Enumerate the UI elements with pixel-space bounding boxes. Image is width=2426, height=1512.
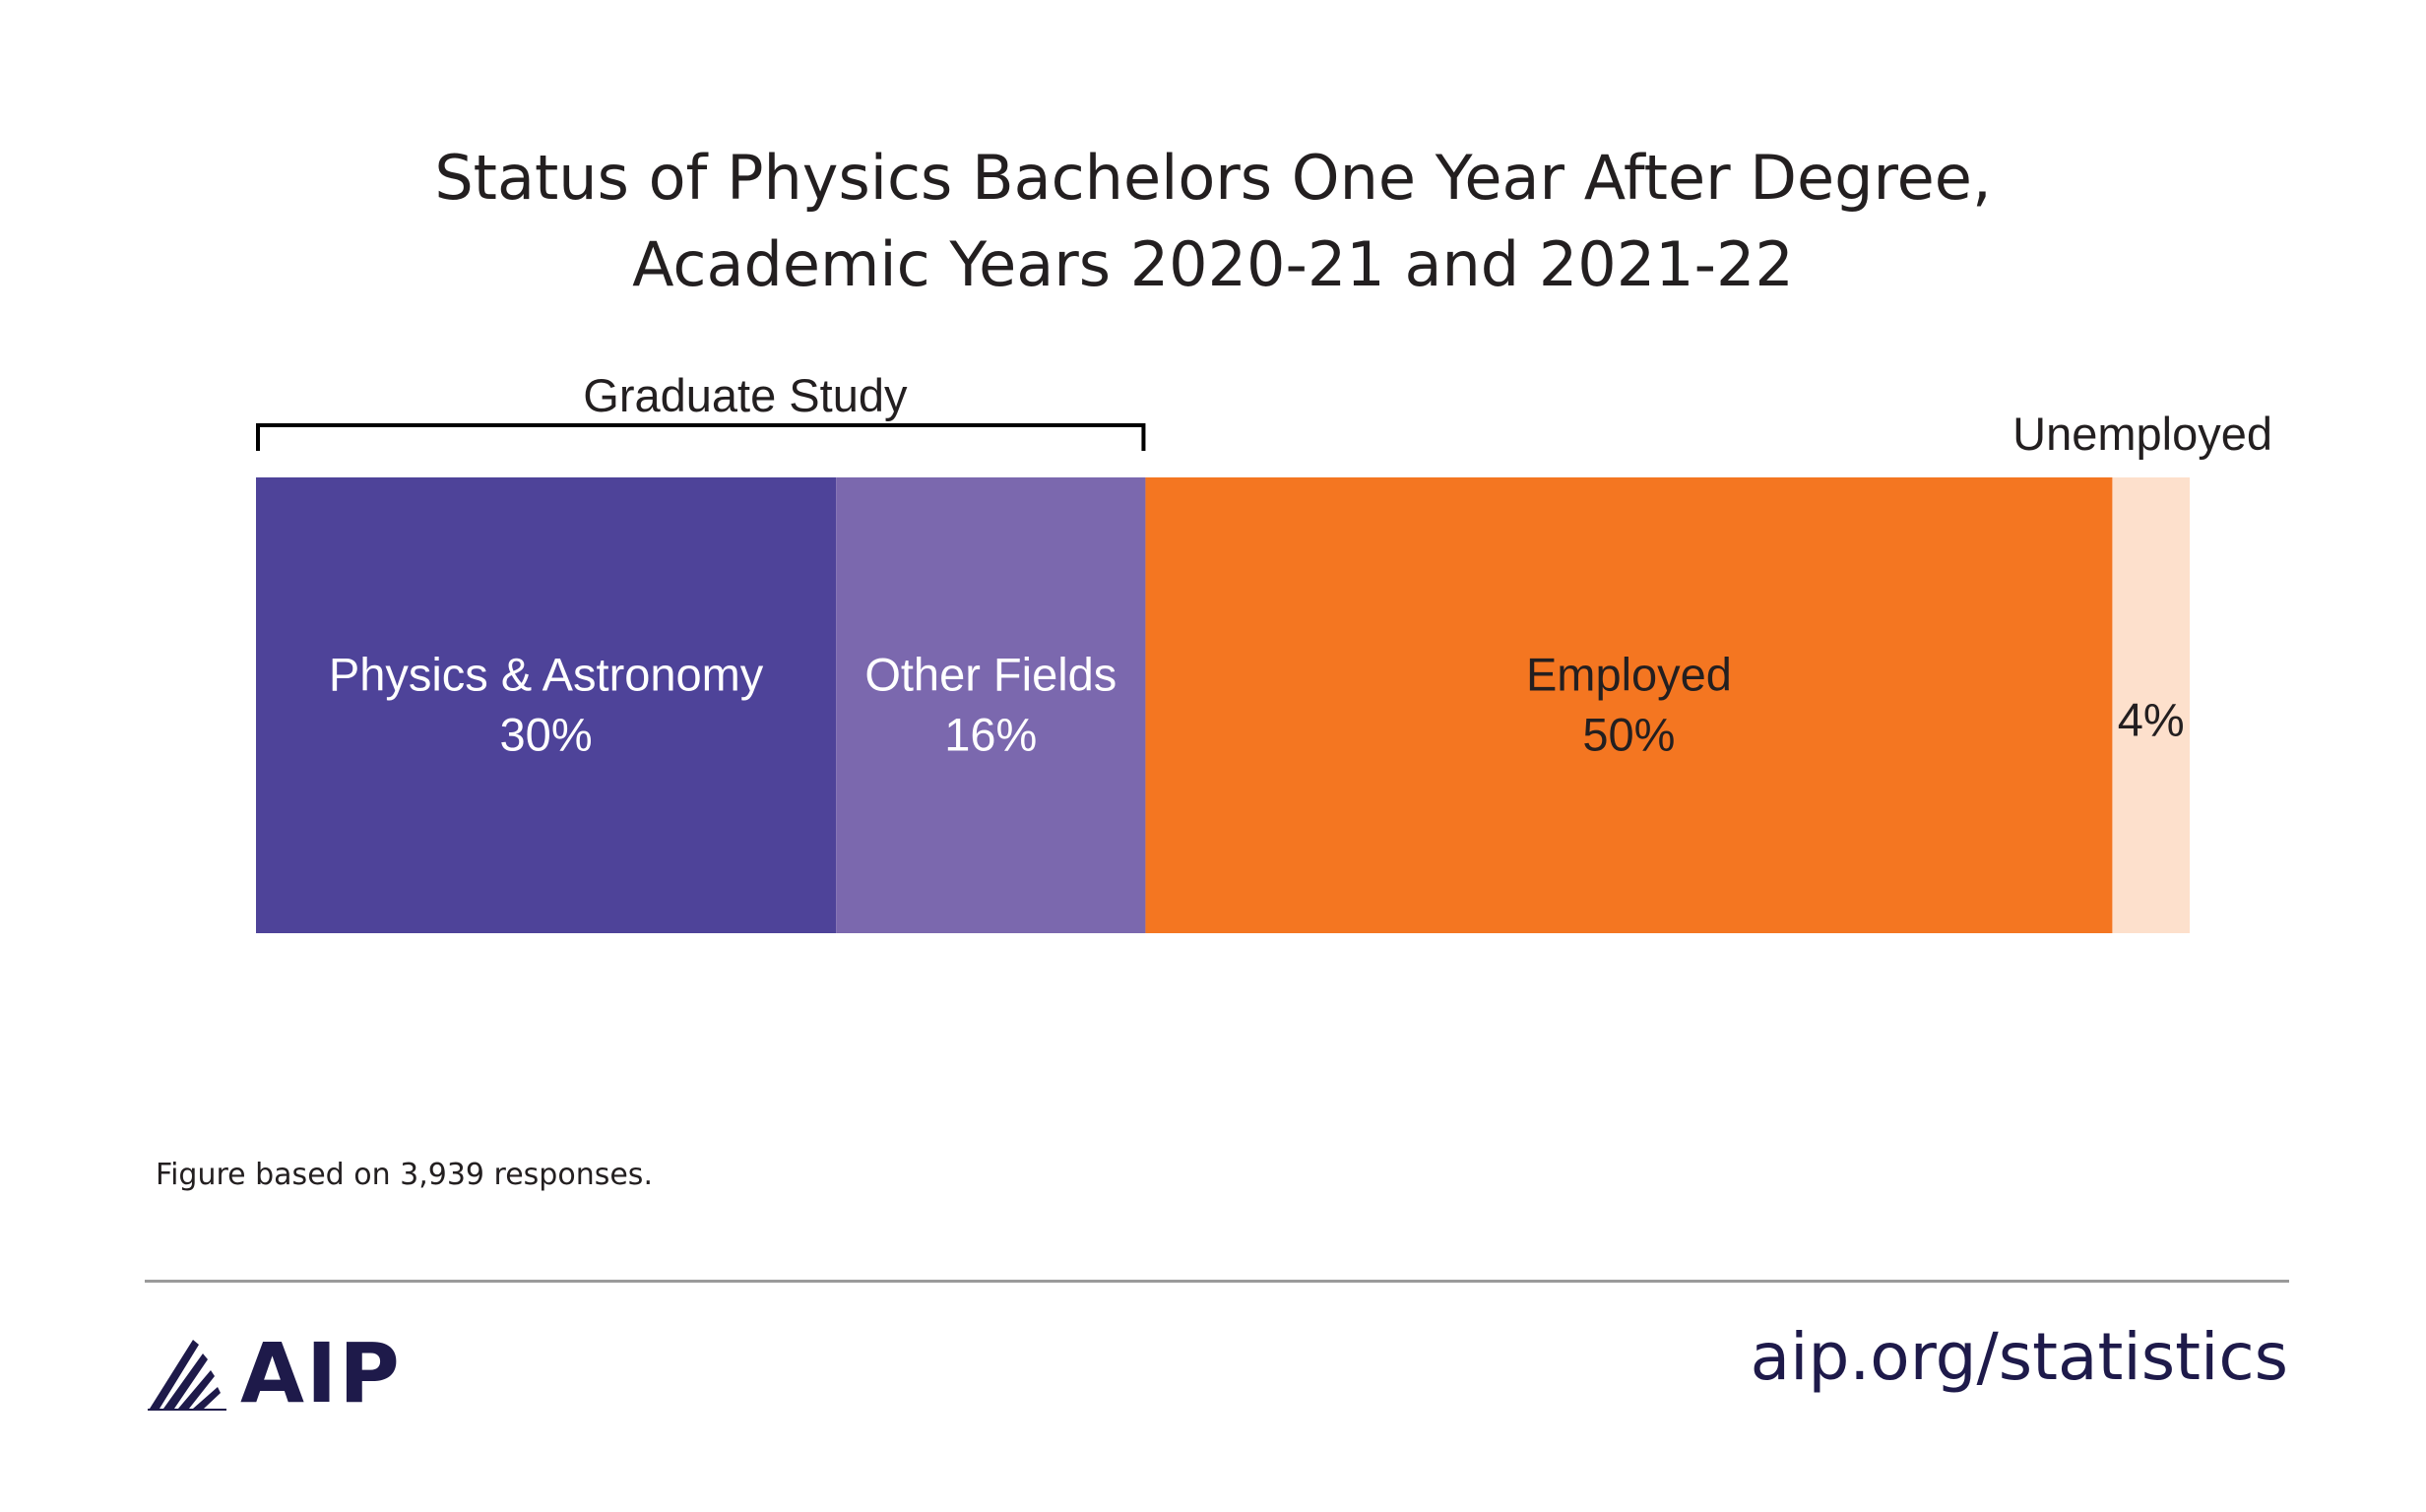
segment-value-unemployed: 4%: [2118, 694, 2185, 746]
aip-logo-text: AIP: [240, 1325, 402, 1421]
website-link[interactable]: aip.org/statistics: [1750, 1319, 2288, 1395]
segment-label-other-fields: Other Fields: [864, 649, 1117, 701]
segment-label-employed: Employed: [1526, 649, 1732, 701]
graduate-study-bracket: Graduate Study: [256, 369, 1146, 451]
bar-segment-physics-astronomy: [256, 477, 837, 933]
segment-value-other-fields: 16%: [944, 709, 1037, 761]
group-bracket-line: [256, 423, 1146, 451]
footnote: Figure based on 3,939 responses.: [156, 1158, 653, 1192]
aip-logo: AIP: [148, 1325, 402, 1421]
stacked-bar-chart: Graduate Study Physics & Astronomy 30% Oth…: [256, 369, 2272, 933]
footer-divider: [145, 1280, 2289, 1283]
segment-value-physics-astronomy: 30%: [500, 709, 593, 761]
bar-segment-other-fields: [836, 477, 1146, 933]
segment-label-unemployed: Unemployed: [2012, 408, 2272, 460]
chart-title-line-1: Status of Physics Bachelors One Year Aft…: [434, 142, 1992, 214]
bar-segment-employed: [1145, 477, 2113, 933]
group-label: Graduate Study: [583, 369, 908, 421]
bar-segment-unemployed: [2112, 477, 2190, 933]
chart-title-line-2: Academic Years 2020-21 and 2021-22: [632, 228, 1794, 300]
aip-rays-icon: [148, 1340, 226, 1411]
bar-labels: Physics & Astronomy 30% Other Fields 16% Emp…: [329, 408, 2272, 761]
bar-segments: [256, 477, 2190, 933]
segment-label-physics-astronomy: Physics & Astronomy: [329, 649, 764, 701]
segment-value-employed: 50%: [1582, 709, 1675, 761]
